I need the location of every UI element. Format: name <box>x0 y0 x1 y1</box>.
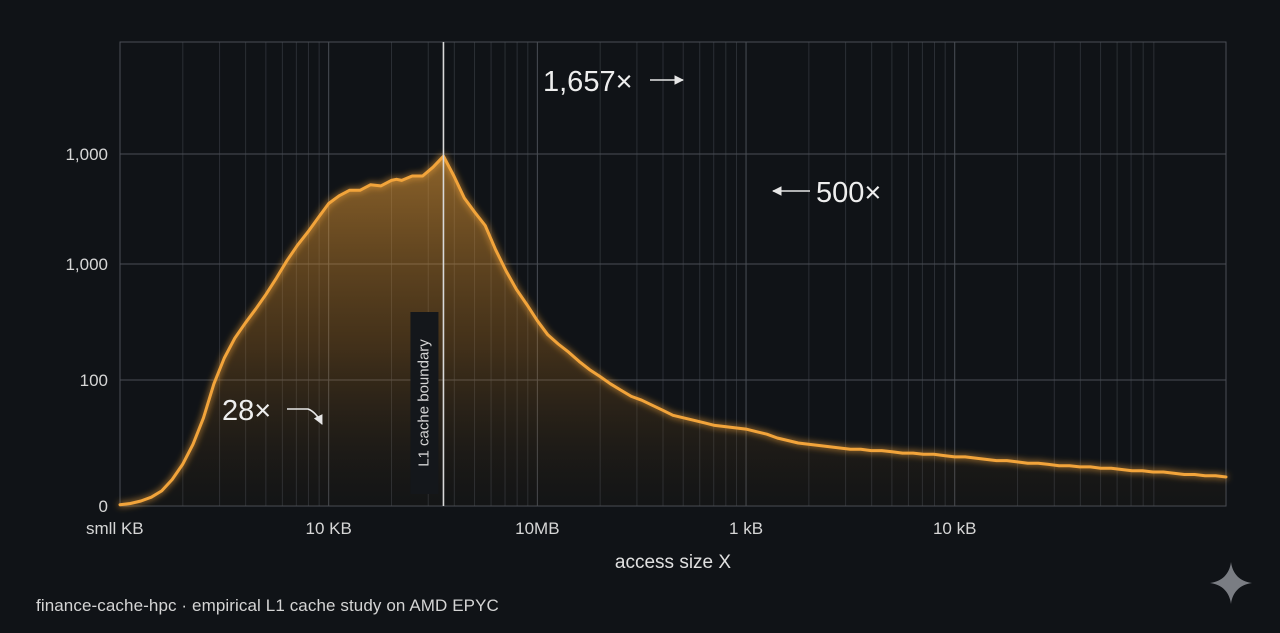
sparkle-icon <box>1210 562 1252 604</box>
x-tick-label: 10 kB <box>933 519 976 538</box>
area-fill <box>120 156 1226 506</box>
series-line-path <box>118 154 1228 507</box>
y-tick-label: 1,000 <box>65 145 108 164</box>
x-axis-label: access size X <box>615 552 731 573</box>
annotation-peak: 1,657× <box>543 66 633 98</box>
x-tick-label: smll KB <box>86 519 144 538</box>
annotation-low-arrow <box>287 408 323 425</box>
reference-line-label: L1 cache boundary <box>415 339 432 467</box>
x-tick-label: 1 kB <box>729 519 763 538</box>
series-line <box>118 154 1228 507</box>
reference-line-group: L1 cache boundary <box>410 42 445 506</box>
annotations: 1,657× 500× 28× <box>222 66 881 427</box>
x-tick-label: 10MB <box>515 519 559 538</box>
annotation-boundary: 500× <box>816 177 881 209</box>
y-tick-label: 100 <box>80 371 108 390</box>
area-path <box>120 156 1226 506</box>
y-axis-ticks: 0 100 1,000 1,000 <box>65 145 108 516</box>
y-tick-label: 1,000 <box>65 255 108 274</box>
footer-caption: finance-cache-hpc · empirical L1 cache s… <box>36 596 499 615</box>
annotation-low: 28× <box>222 395 271 427</box>
reference-label-background <box>410 312 439 494</box>
chart: L1 cache boundary 1,657× 500× 28× 0 100 1,… <box>65 41 1228 573</box>
y-tick-label: 0 <box>99 497 108 516</box>
x-axis-ticks: smll KB 10 KB 10MB 1 kB 10 kB <box>86 519 976 538</box>
x-tick-label: 10 KB <box>306 519 352 538</box>
